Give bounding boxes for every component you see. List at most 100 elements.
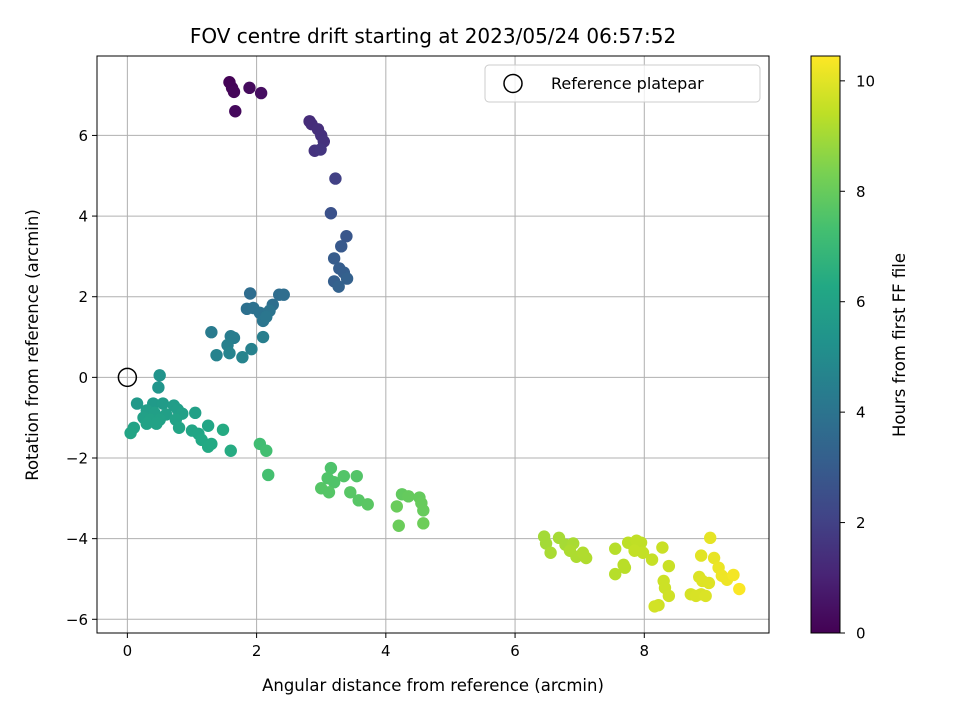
colorbar-tick-label: 10 — [856, 72, 875, 90]
scatter-point — [205, 437, 218, 451]
scatter-point — [229, 105, 242, 118]
scatter-point — [262, 468, 275, 482]
scatter-point — [210, 348, 223, 362]
scatter-point — [340, 272, 354, 285]
y-tick-label: −6 — [66, 611, 88, 629]
scatter-point — [656, 541, 669, 554]
legend-box — [484, 64, 761, 103]
scatter-point — [636, 546, 650, 559]
y-tick-label: 4 — [78, 208, 88, 226]
scatter-point — [579, 551, 593, 565]
scatter-point — [277, 288, 290, 301]
scatter-point — [314, 143, 327, 156]
scatter-point — [361, 498, 374, 511]
x-tick-label: 8 — [640, 642, 650, 660]
scatter-point — [243, 287, 257, 300]
reference-platepar-marker — [117, 367, 138, 388]
scatter-point — [390, 500, 404, 513]
x-tick-label: 6 — [510, 642, 520, 660]
colorbar-ticks: 0 2 4 6 8 10 — [840, 72, 875, 643]
plot-frame — [96, 55, 770, 634]
colorbar-tick-label: 8 — [856, 183, 866, 201]
x-tick-label: 4 — [381, 642, 391, 660]
y-tick-label: 6 — [78, 127, 88, 145]
scatter-point — [260, 444, 273, 457]
scatter-points — [124, 76, 746, 613]
scatter-point — [201, 419, 215, 432]
colorbar: 0 2 4 6 8 10 Hours from first FF file — [810, 55, 909, 643]
scatter-point — [707, 551, 721, 565]
scatter-point — [727, 568, 740, 582]
scatter-point — [124, 426, 137, 440]
scatter-point — [350, 469, 363, 483]
scatter-point — [327, 252, 341, 265]
legend-entry-label: Reference platepar — [551, 74, 704, 93]
scatter-point — [417, 517, 430, 530]
scatter-point — [699, 589, 712, 603]
colorbar-tick-label: 2 — [856, 514, 866, 532]
scatter-point — [189, 406, 202, 420]
scatter-point — [236, 351, 249, 364]
scatter-point — [224, 444, 237, 457]
colorbar-tick-label: 4 — [856, 404, 866, 422]
scatter-point — [260, 310, 273, 324]
scatter-point — [402, 490, 415, 503]
scatter-point — [150, 417, 163, 430]
legend: Reference platepar — [484, 64, 761, 103]
y-tick-label: 2 — [78, 288, 88, 306]
scatter-point — [256, 330, 270, 344]
scatter-point — [254, 86, 268, 100]
scatter-point — [245, 342, 258, 356]
scatter-point — [662, 559, 676, 573]
scatter-point — [329, 172, 342, 185]
scatter-point — [156, 397, 170, 410]
scatter-point — [662, 589, 676, 603]
x-tick-label: 0 — [123, 642, 133, 660]
legend-marker-icon — [503, 73, 523, 94]
scatter-point — [704, 531, 717, 545]
scatter-point — [140, 417, 153, 430]
scatter-point — [417, 504, 430, 517]
scatter-point — [152, 381, 165, 394]
scatter-point — [694, 549, 708, 562]
y-axis-label: Rotation from reference (arcmin) — [23, 209, 42, 481]
y-tick-label: −4 — [66, 530, 88, 548]
scatter-point — [340, 230, 353, 243]
scatter-point — [324, 207, 338, 220]
scatter-point — [335, 240, 348, 253]
scatter-point — [702, 576, 716, 590]
y-tick-label: −2 — [66, 450, 88, 468]
scatter-point — [153, 369, 166, 382]
scatter-point — [223, 346, 236, 360]
scatter-point — [205, 326, 218, 339]
scatter-point — [327, 475, 341, 489]
scatter-point — [618, 561, 632, 574]
scatter-point — [332, 280, 345, 293]
y-tick-label: 0 — [78, 369, 88, 387]
scatter-point — [648, 600, 661, 613]
chart-title: FOV centre drift starting at 2023/05/24 … — [190, 24, 676, 48]
scatter-point — [227, 85, 241, 99]
scatter-point — [609, 567, 622, 581]
scatter-point — [392, 519, 405, 532]
grid-lines — [97, 56, 769, 633]
colorbar-label: Hours from first FF file — [890, 253, 909, 437]
scatter-point — [609, 542, 622, 555]
x-tick-label: 2 — [252, 642, 262, 660]
scatter-point — [337, 469, 351, 483]
scatter-point — [344, 486, 357, 499]
scatter-point — [733, 582, 746, 596]
scatter-point — [539, 537, 553, 550]
scatter-point — [172, 421, 186, 434]
x-axis-label: Angular distance from reference (arcmin) — [262, 676, 604, 695]
scatter-point — [243, 81, 256, 95]
scatter-point — [130, 397, 144, 410]
y-axis-ticks: −6 −4 −2 0 2 4 6 — [66, 127, 97, 629]
scatter-point — [645, 553, 659, 566]
colorbar-tick-label: 0 — [856, 625, 866, 643]
scatter-point — [322, 486, 336, 499]
scatter-point — [544, 546, 557, 559]
x-axis-ticks: 0 2 4 6 8 — [123, 633, 649, 660]
colorbar-gradient — [810, 55, 841, 634]
